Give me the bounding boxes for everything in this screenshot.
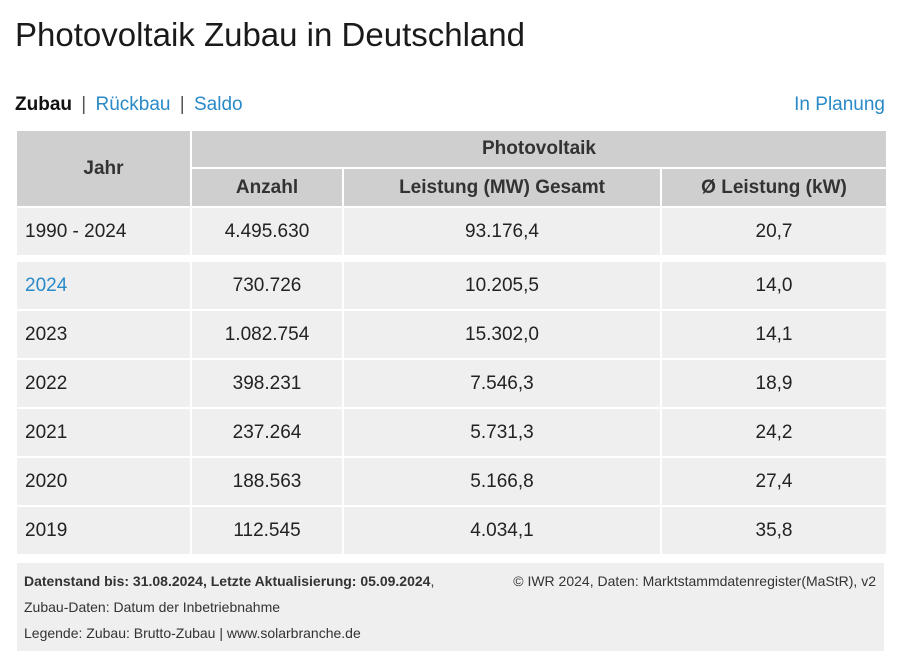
zubau-daten-text: Zubau-Daten: Datum der Inbetriebnahme bbox=[24, 599, 281, 615]
tab-separator: | bbox=[81, 94, 87, 115]
table-row: 2021 237.264 5.731,3 24,2 bbox=[17, 409, 886, 456]
leistung-cell: 5.166,8 bbox=[344, 458, 660, 505]
row-spacer bbox=[17, 257, 886, 260]
leistung-cell: 5.731,3 bbox=[344, 409, 660, 456]
total-leistung: 93.176,4 bbox=[344, 208, 660, 255]
photovoltaik-header: Photovoltaik bbox=[192, 131, 886, 167]
avg-cell: 14,0 bbox=[662, 262, 886, 309]
in-planung-link[interactable]: In Planung bbox=[794, 94, 885, 115]
leistung-cell: 4.034,1 bbox=[344, 507, 660, 554]
footer-line-datenstand: Datenstand bis: 31.08.2024, Letzte Aktua… bbox=[24, 571, 877, 597]
leistung-cell: 15.302,0 bbox=[344, 311, 660, 358]
table-row: 2023 1.082.754 15.302,0 14,1 bbox=[17, 311, 886, 358]
table-row: 2024 730.726 10.205,5 14,0 bbox=[17, 262, 886, 309]
view-tabs: Zubau | Rückbau | Saldo bbox=[15, 94, 243, 116]
tab-rueckbau[interactable]: Rückbau bbox=[95, 94, 171, 115]
anzahl-cell: 398.231 bbox=[192, 360, 342, 407]
total-anzahl: 4.495.630 bbox=[192, 208, 342, 255]
pv-table: Jahr Photovoltaik Anzahl Leistung (MW) G… bbox=[15, 129, 888, 556]
year-header: Jahr bbox=[17, 131, 190, 206]
table-row: 2019 112.545 4.034,1 35,8 bbox=[17, 507, 886, 554]
anzahl-cell: 112.545 bbox=[192, 507, 342, 554]
source-text: © IWR 2024, Daten: Marktstammdatenregist… bbox=[513, 573, 876, 589]
year-link-2024[interactable]: 2024 bbox=[17, 262, 190, 309]
avg-cell: 27,4 bbox=[662, 458, 886, 505]
datenstand-comma: , bbox=[430, 573, 435, 589]
anzahl-cell: 1.082.754 bbox=[192, 311, 342, 358]
table-row: 2020 188.563 5.166,8 27,4 bbox=[17, 458, 886, 505]
avg-cell: 18,9 bbox=[662, 360, 886, 407]
leistung-cell: 7.546,3 bbox=[344, 360, 660, 407]
table-footer: Datenstand bis: 31.08.2024, Letzte Aktua… bbox=[17, 563, 884, 651]
avg-cell: 14,1 bbox=[662, 311, 886, 358]
leistung-header: Leistung (MW) Gesamt bbox=[344, 169, 660, 206]
page-title: Photovoltaik Zubau in Deutschland bbox=[15, 16, 525, 53]
tab-separator: | bbox=[179, 94, 185, 115]
avg-cell: 35,8 bbox=[662, 507, 886, 554]
avg-leistung-header: Ø Leistung (kW) bbox=[662, 169, 886, 206]
pv-table-container: Jahr Photovoltaik Anzahl Leistung (MW) G… bbox=[15, 129, 886, 556]
anzahl-cell: 237.264 bbox=[192, 409, 342, 456]
anzahl-header: Anzahl bbox=[192, 169, 342, 206]
year-cell: 2023 bbox=[17, 311, 190, 358]
table-row: 2022 398.231 7.546,3 18,9 bbox=[17, 360, 886, 407]
anzahl-cell: 730.726 bbox=[192, 262, 342, 309]
tab-zubau[interactable]: Zubau bbox=[15, 94, 72, 115]
datenstand-text: Datenstand bis: 31.08.2024, Letzte Aktua… bbox=[24, 573, 431, 589]
tab-saldo[interactable]: Saldo bbox=[194, 94, 243, 115]
total-avg: 20,7 bbox=[662, 208, 886, 255]
year-cell: 2020 bbox=[17, 458, 190, 505]
anzahl-cell: 188.563 bbox=[192, 458, 342, 505]
year-cell: 2022 bbox=[17, 360, 190, 407]
total-row: 1990 - 2024 4.495.630 93.176,4 20,7 bbox=[17, 208, 886, 255]
leistung-cell: 10.205,5 bbox=[344, 262, 660, 309]
year-cell: 2019 bbox=[17, 507, 190, 554]
total-year: 1990 - 2024 bbox=[17, 208, 190, 255]
spacer-cell bbox=[17, 257, 886, 260]
legende-text: Legende: Zubau: Brutto-Zubau | www.solar… bbox=[24, 625, 361, 641]
year-cell: 2021 bbox=[17, 409, 190, 456]
avg-cell: 24,2 bbox=[662, 409, 886, 456]
